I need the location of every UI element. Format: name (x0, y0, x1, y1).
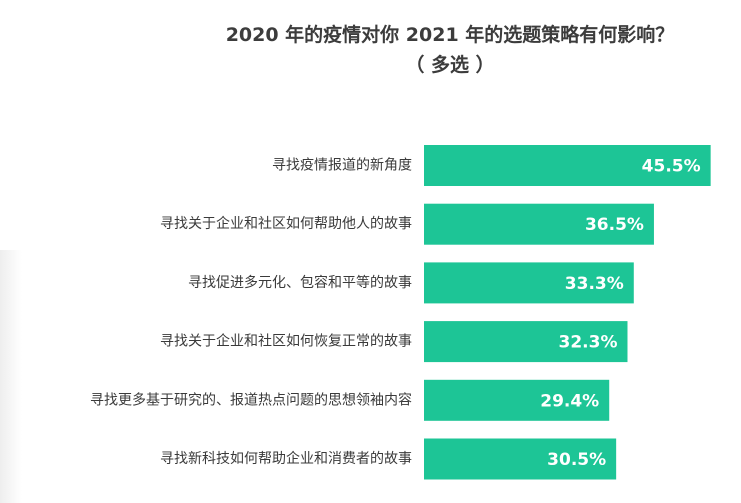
bar-3 (424, 262, 634, 304)
value-label-1: 45.5% (642, 157, 701, 177)
category-label-5: 寻找更多基于研究的、报道热点问题的思想领袖内容 (90, 391, 412, 408)
category-label-4: 寻找关于企业和社区如何恢复正常的故事 (160, 333, 412, 350)
chart-subtitle: （ 多选 ） (405, 54, 495, 76)
value-label-6: 30.5% (547, 450, 606, 470)
category-label-2: 寻找关于企业和社区如何帮助他人的故事 (160, 215, 412, 232)
value-label-3: 33.3% (565, 274, 624, 294)
value-label-5: 29.4% (540, 391, 599, 411)
bar-4 (424, 321, 628, 363)
category-label-3: 寻找促进多元化、包容和平等的故事 (188, 274, 412, 291)
chart-title: 2020 年的疫情对你 2021 年的选题策略有何影响？ (225, 24, 675, 46)
chart-title-block: 2020 年的疫情对你 2021 年的选题策略有何影响？ （ 多选 ） (160, 20, 740, 80)
bar-2 (424, 203, 654, 245)
category-label-1: 寻找疫情报道的新角度 (272, 158, 412, 174)
bar-6 (424, 438, 617, 480)
bar-5 (424, 379, 610, 421)
value-label-2: 36.5% (585, 215, 644, 235)
bar-1 (424, 145, 711, 186)
category-label-6: 寻找新科技如何帮助企业和消费者的故事 (160, 450, 412, 467)
left-edge-shade (0, 250, 22, 503)
value-label-4: 32.3% (559, 333, 618, 353)
